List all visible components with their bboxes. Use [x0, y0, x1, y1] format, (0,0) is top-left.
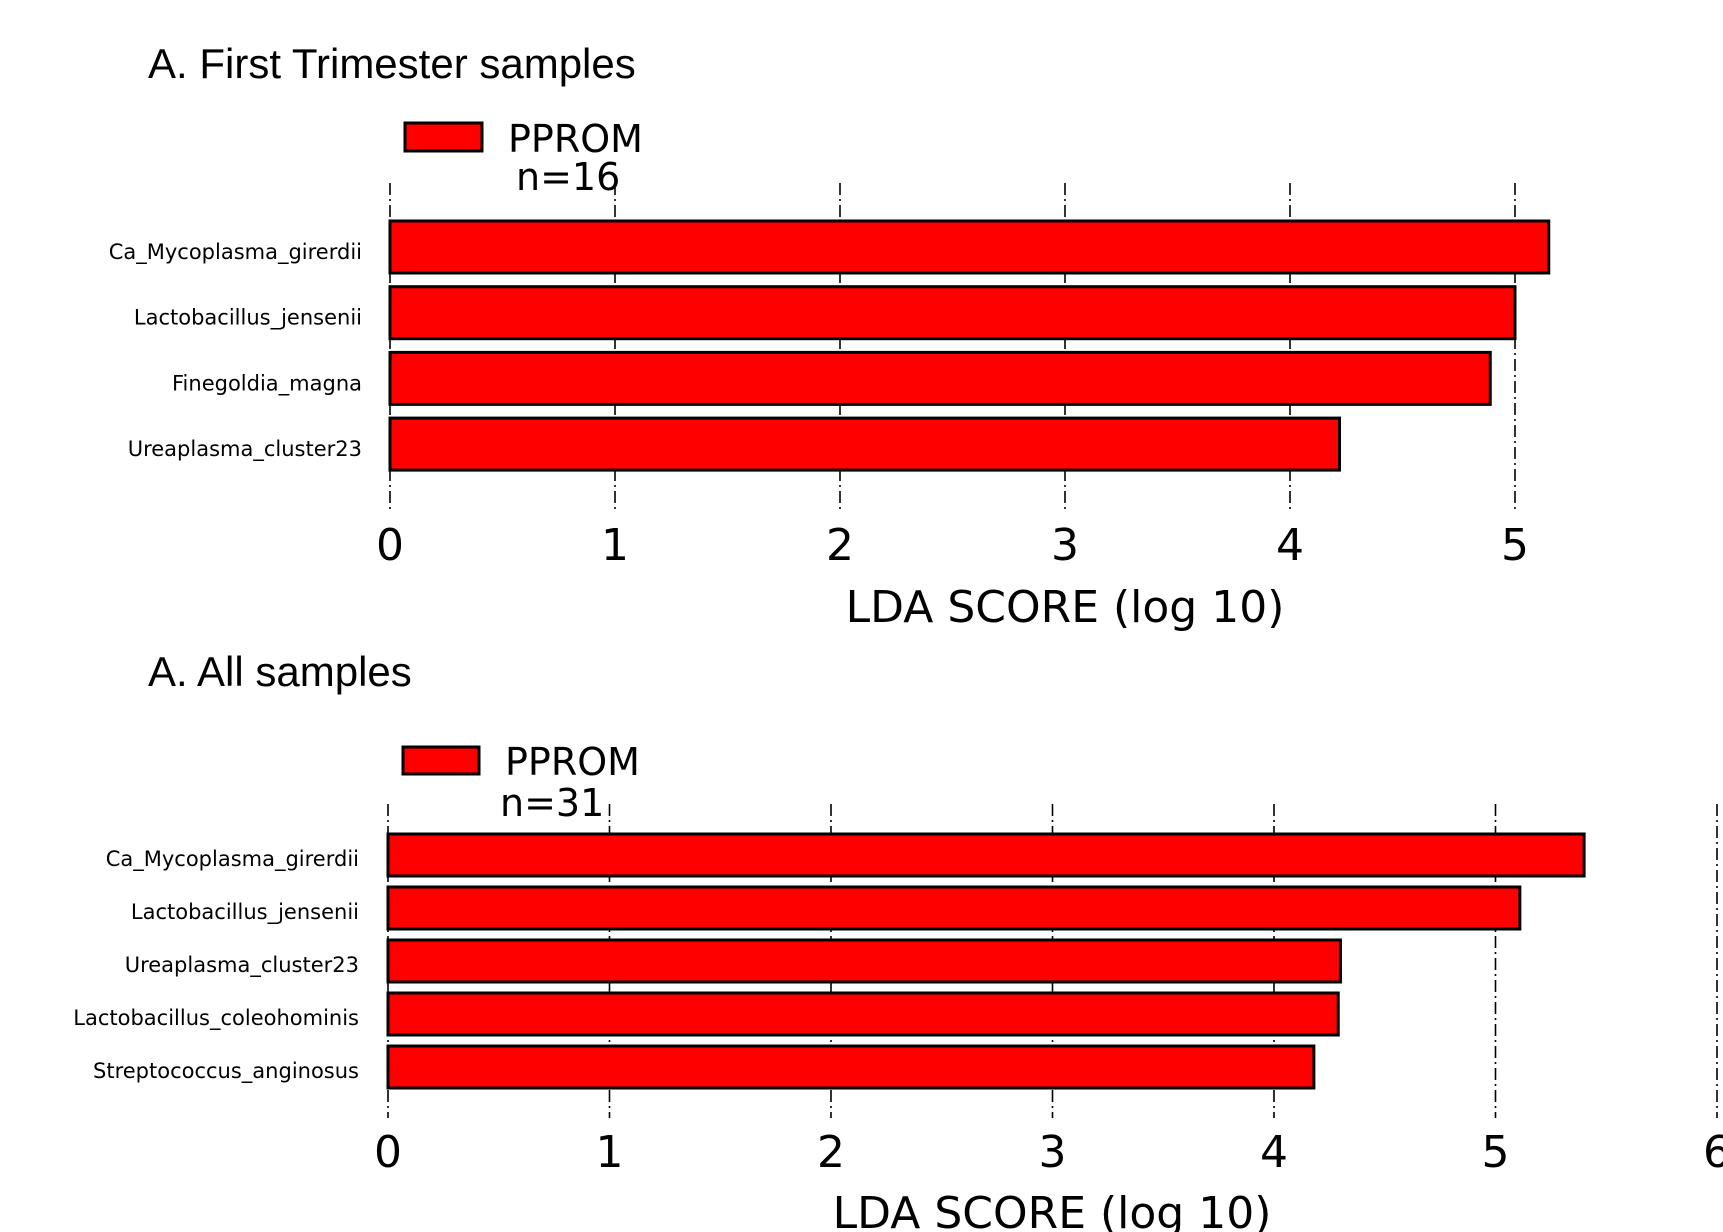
- chart2-category-label-4: Lactobacillus_coleohominis: [73, 1006, 359, 1031]
- chart2-legend-n-label: n=31: [500, 781, 604, 825]
- chart1-title: A. First Trimester samples: [148, 40, 636, 87]
- chart2-x-tick-label-3: 3: [1039, 1127, 1067, 1178]
- chart1-bar-3: [388, 350, 1492, 406]
- chart2-x-tick-label-6: 6: [1703, 1127, 1723, 1178]
- chart1-x-tick-label-1: 1: [601, 520, 629, 571]
- chart1-x-tick-label-0: 0: [376, 520, 404, 571]
- chart2-category-label-3: Ureaplasma_cluster23: [125, 953, 359, 978]
- chart2-legend-swatch: [401, 745, 481, 776]
- chart2-category-label-1: Ca_Mycoplasma_girerdii: [106, 847, 359, 872]
- chart1-legend-n-label: n=16: [516, 155, 620, 199]
- chart1-category-label-4: Ureaplasma_cluster23: [128, 437, 362, 462]
- chart2-bar-1: [386, 832, 1586, 878]
- chart1-x-axis-title: LDA SCORE (log 10): [846, 582, 1285, 633]
- chart2-x-tick-label-5: 5: [1482, 1127, 1510, 1178]
- chart2-legend-label: PPROM: [505, 740, 640, 784]
- chart2-bar-5: [386, 1044, 1316, 1090]
- chart2-x-tick-label-2: 2: [817, 1127, 845, 1178]
- chart1-category-label-2: Lactobacillus_jensenii: [134, 306, 362, 331]
- chart1-bar-1: [388, 219, 1551, 275]
- chart2-x-tick-label-4: 4: [1260, 1127, 1288, 1178]
- chart2-category-label-5: Streptococcus_anginosus: [93, 1059, 359, 1084]
- chart1-legend-swatch: [403, 121, 484, 153]
- chart1-bar-4: [388, 416, 1341, 472]
- chart1-x-tick-label-2: 2: [826, 520, 854, 571]
- chart1-legend-label: PPROM: [508, 117, 643, 161]
- chart2-title: A. All samples: [148, 648, 412, 695]
- chart2-category-label-2: Lactobacillus_jensenii: [131, 900, 359, 925]
- chart1-x-tick-label-3: 3: [1051, 520, 1079, 571]
- chart2-bar-2: [386, 885, 1522, 931]
- chart2-x-tick-label-1: 1: [596, 1127, 624, 1178]
- chart1-category-label-3: Finegoldia_magna: [172, 371, 362, 396]
- chart2-x-axis-title: LDA SCORE (log 10): [833, 1188, 1272, 1232]
- chart1-category-label-1: Ca_Mycoplasma_girerdii: [109, 240, 362, 265]
- chart1-x-tick-label-5: 5: [1501, 520, 1529, 571]
- chart1-bar-2: [388, 285, 1517, 341]
- chart2-x-tick-label-0: 0: [374, 1127, 402, 1178]
- chart2-bar-3: [386, 938, 1342, 984]
- chart1-x-tick-label-4: 4: [1276, 520, 1304, 571]
- chart2-bar-4: [386, 991, 1340, 1037]
